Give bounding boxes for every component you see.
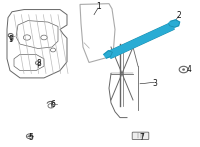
Text: 7: 7 [140, 133, 144, 142]
Text: 3: 3 [153, 78, 157, 88]
Circle shape [35, 61, 41, 65]
Text: 6: 6 [51, 100, 55, 109]
Circle shape [179, 66, 188, 73]
FancyBboxPatch shape [132, 132, 149, 140]
Text: 4: 4 [187, 65, 191, 74]
Circle shape [28, 135, 31, 137]
Circle shape [26, 134, 33, 139]
Text: 5: 5 [29, 133, 33, 142]
Polygon shape [104, 51, 112, 58]
Polygon shape [169, 20, 180, 27]
Text: 9: 9 [9, 35, 13, 44]
Circle shape [182, 69, 185, 70]
Text: 2: 2 [177, 11, 181, 20]
Text: 1: 1 [97, 2, 101, 11]
Circle shape [8, 34, 13, 37]
Text: 8: 8 [37, 59, 41, 69]
Circle shape [48, 104, 54, 108]
